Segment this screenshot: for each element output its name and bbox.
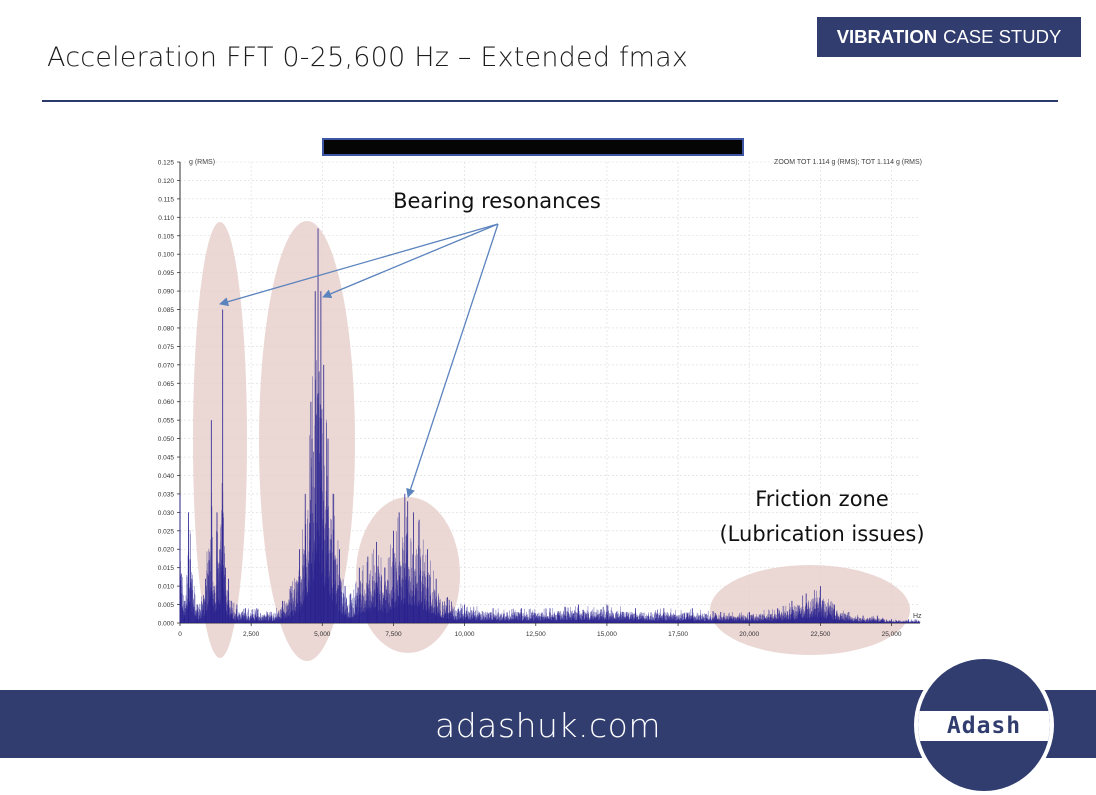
annotation-bearing: Bearing resonances xyxy=(393,189,601,213)
x-tick-label: 7,500 xyxy=(385,631,402,638)
y-tick-label: 0.090 xyxy=(158,289,175,296)
case-study-badge: VIBRATION CASE STUDY xyxy=(817,17,1081,57)
annotation-arrow xyxy=(322,223,499,299)
x-axis-unit: Hz xyxy=(913,613,922,620)
footer-url: adashuk.com xyxy=(435,706,661,745)
y-tick-label: 0.055 xyxy=(158,418,175,425)
y-tick-label: 0.105 xyxy=(158,233,175,240)
slide-title: Acceleration FFT 0-25,600 Hz – Extended … xyxy=(47,42,689,73)
y-tick-label: 0.025 xyxy=(158,528,175,535)
tick-labels: 0.000 0.005 0.010 0.015 0.020 0.025 0.030 0.035… xyxy=(158,160,902,639)
x-tick-label: 20,000 xyxy=(739,631,759,638)
redacted-title-bar xyxy=(322,138,744,156)
fft-chart: 0.000 0.005 0.010 0.015 0.020 0.025 0.030 0.035… xyxy=(158,138,925,661)
annotation-arrow xyxy=(219,223,499,307)
y-tick-label: 0.030 xyxy=(158,510,175,517)
y-tick-label: 0.070 xyxy=(158,362,175,369)
x-tick-label: 12,500 xyxy=(526,631,546,638)
x-tick-label: 25,000 xyxy=(882,631,902,638)
annotation-arrow xyxy=(406,223,499,498)
logo-text: Adash xyxy=(946,713,1022,739)
y-tick-label: 0.020 xyxy=(158,547,175,554)
y-tick-label: 0.080 xyxy=(158,325,175,332)
x-tick-label: 22,500 xyxy=(810,631,830,638)
y-tick-label: 0.045 xyxy=(158,455,175,462)
y-tick-label: 0.015 xyxy=(158,565,175,572)
annotation-lubrication: (Lubrication issues) xyxy=(719,522,924,546)
x-tick-label: 5,000 xyxy=(314,631,331,638)
x-tick-label: 15,000 xyxy=(597,631,617,638)
logo-band xyxy=(918,711,1050,741)
y-tick-label: 0.120 xyxy=(158,178,175,185)
x-tick-label: 17,500 xyxy=(668,631,688,638)
footer-bar xyxy=(0,690,1096,758)
y-tick-label: 0.125 xyxy=(158,160,175,167)
y-tick-label: 0.040 xyxy=(158,473,175,480)
y-axis-unit: g (RMS) xyxy=(189,159,215,166)
y-tick-label: 0.000 xyxy=(158,621,175,628)
x-tick-label: 10,000 xyxy=(455,631,475,638)
y-tick-label: 0.005 xyxy=(158,602,175,609)
y-tick-label: 0.095 xyxy=(158,270,175,277)
adash-logo: Adash xyxy=(914,655,1054,795)
y-tick-label: 0.065 xyxy=(158,381,175,388)
annotation-arrows xyxy=(219,223,499,498)
y-tick-label: 0.100 xyxy=(158,252,175,259)
y-tick-label: 0.060 xyxy=(158,399,175,406)
x-tick-label: 0 xyxy=(178,631,182,638)
title-divider xyxy=(42,100,1058,102)
y-tick-label: 0.075 xyxy=(158,344,175,351)
x-tick-label: 2,500 xyxy=(243,631,260,638)
y-tick-label: 0.085 xyxy=(158,307,175,314)
badge-rest-text: CASE STUDY xyxy=(943,26,1062,47)
y-tick-label: 0.050 xyxy=(158,436,175,443)
spectrum xyxy=(179,228,921,623)
y-tick-label: 0.035 xyxy=(158,491,175,498)
y-tick-label: 0.110 xyxy=(158,215,174,222)
header-right: ZOOM TOT 1.114 g (RMS); TOT 1.114 g (RMS… xyxy=(774,159,922,166)
y-tick-label: 0.115 xyxy=(158,196,174,203)
annotation-friction: Friction zone xyxy=(755,487,889,511)
highlight-ellipse xyxy=(193,222,247,658)
badge-bold-text: VIBRATION xyxy=(836,26,938,47)
y-tick-label: 0.010 xyxy=(158,584,175,591)
